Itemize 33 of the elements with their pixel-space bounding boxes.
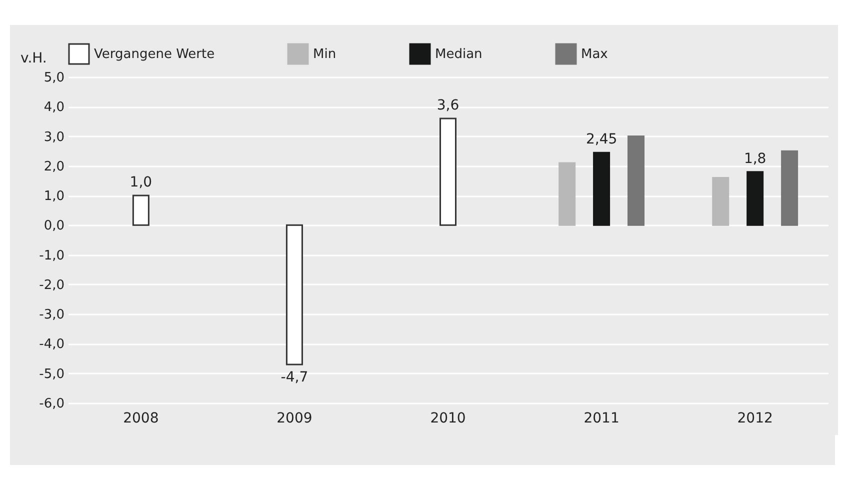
- y-tick-label: -3,0: [39, 308, 64, 323]
- y-tick-label: 1,0: [44, 189, 64, 204]
- x-tick-label: 2012: [737, 410, 773, 426]
- y-tick-label: -6,0: [39, 396, 64, 412]
- y-tick-label: 5,0: [44, 70, 64, 86]
- x-tick-label: 2008: [123, 410, 159, 426]
- data-label: 1,8: [744, 150, 766, 167]
- x-tick-label: 2011: [584, 410, 620, 426]
- y-tick-label: -1,0: [39, 248, 64, 264]
- bar: [712, 177, 730, 226]
- x-tick-label: 2010: [430, 410, 466, 426]
- data-label: -4,7: [280, 369, 308, 386]
- bar: [781, 150, 798, 226]
- bar: [558, 162, 576, 226]
- x-tick-label: 2009: [276, 410, 312, 426]
- y-tick-label: 2,0: [44, 159, 64, 174]
- y-tick-label: 3,0: [44, 130, 64, 145]
- y-tick-label: 4,0: [44, 100, 64, 116]
- legend-label: Max: [581, 47, 608, 62]
- y-tick-label: -5,0: [39, 366, 64, 382]
- y-tick-label: -4,0: [39, 337, 64, 352]
- legend-label: Vergangene Werte: [94, 47, 215, 62]
- bar: [593, 152, 610, 226]
- data-label: 3,6: [436, 97, 460, 114]
- data-label: 1,0: [130, 174, 152, 191]
- bar: [627, 136, 645, 226]
- legend-label: Min: [313, 47, 336, 62]
- data-label: 2,45: [586, 132, 618, 148]
- y-tick-label: 0,0: [44, 218, 64, 234]
- legend-label: Median: [435, 47, 482, 62]
- y-axis-title: v.H.: [20, 50, 47, 66]
- bar: [746, 171, 764, 226]
- y-tick-label: -2,0: [39, 278, 64, 293]
